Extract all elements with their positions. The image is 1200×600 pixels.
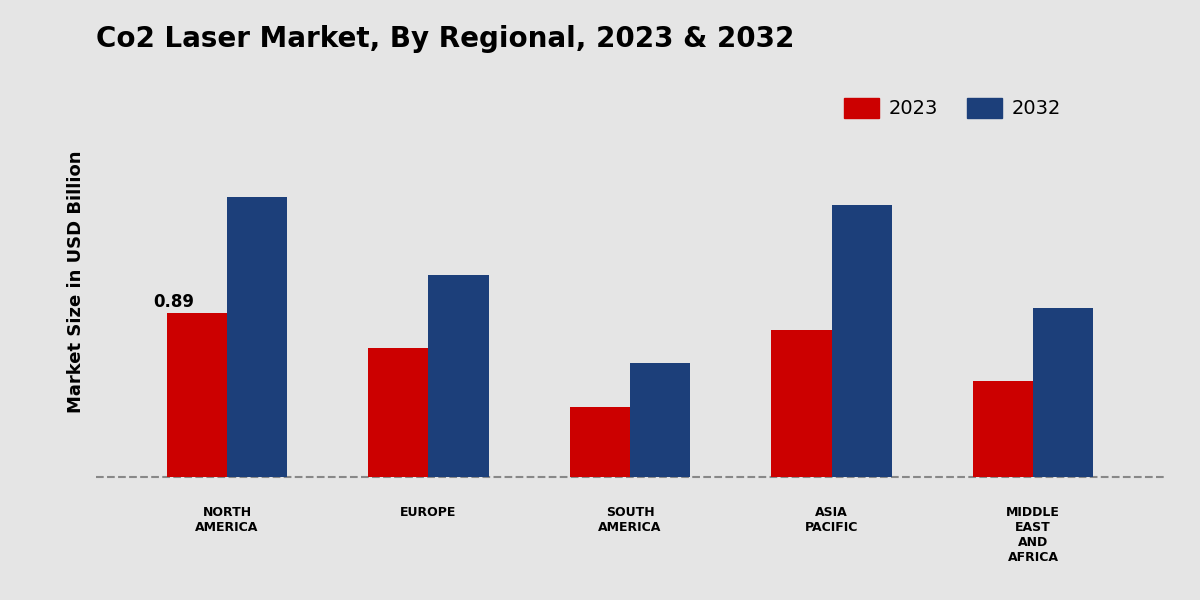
Y-axis label: Market Size in USD Billion: Market Size in USD Billion: [67, 151, 85, 413]
Bar: [428, 275, 488, 477]
Legend: 2023, 2032: 2023, 2032: [836, 90, 1069, 126]
Bar: [167, 313, 227, 477]
Text: 0.89: 0.89: [154, 293, 194, 311]
Bar: [368, 349, 428, 477]
Bar: [570, 407, 630, 477]
Bar: [630, 363, 690, 477]
Text: Co2 Laser Market, By Regional, 2023 & 2032: Co2 Laser Market, By Regional, 2023 & 20…: [96, 25, 794, 53]
Bar: [772, 330, 832, 477]
Bar: [227, 197, 288, 477]
Bar: [832, 205, 892, 477]
Bar: [1033, 308, 1093, 477]
Bar: [972, 382, 1033, 477]
